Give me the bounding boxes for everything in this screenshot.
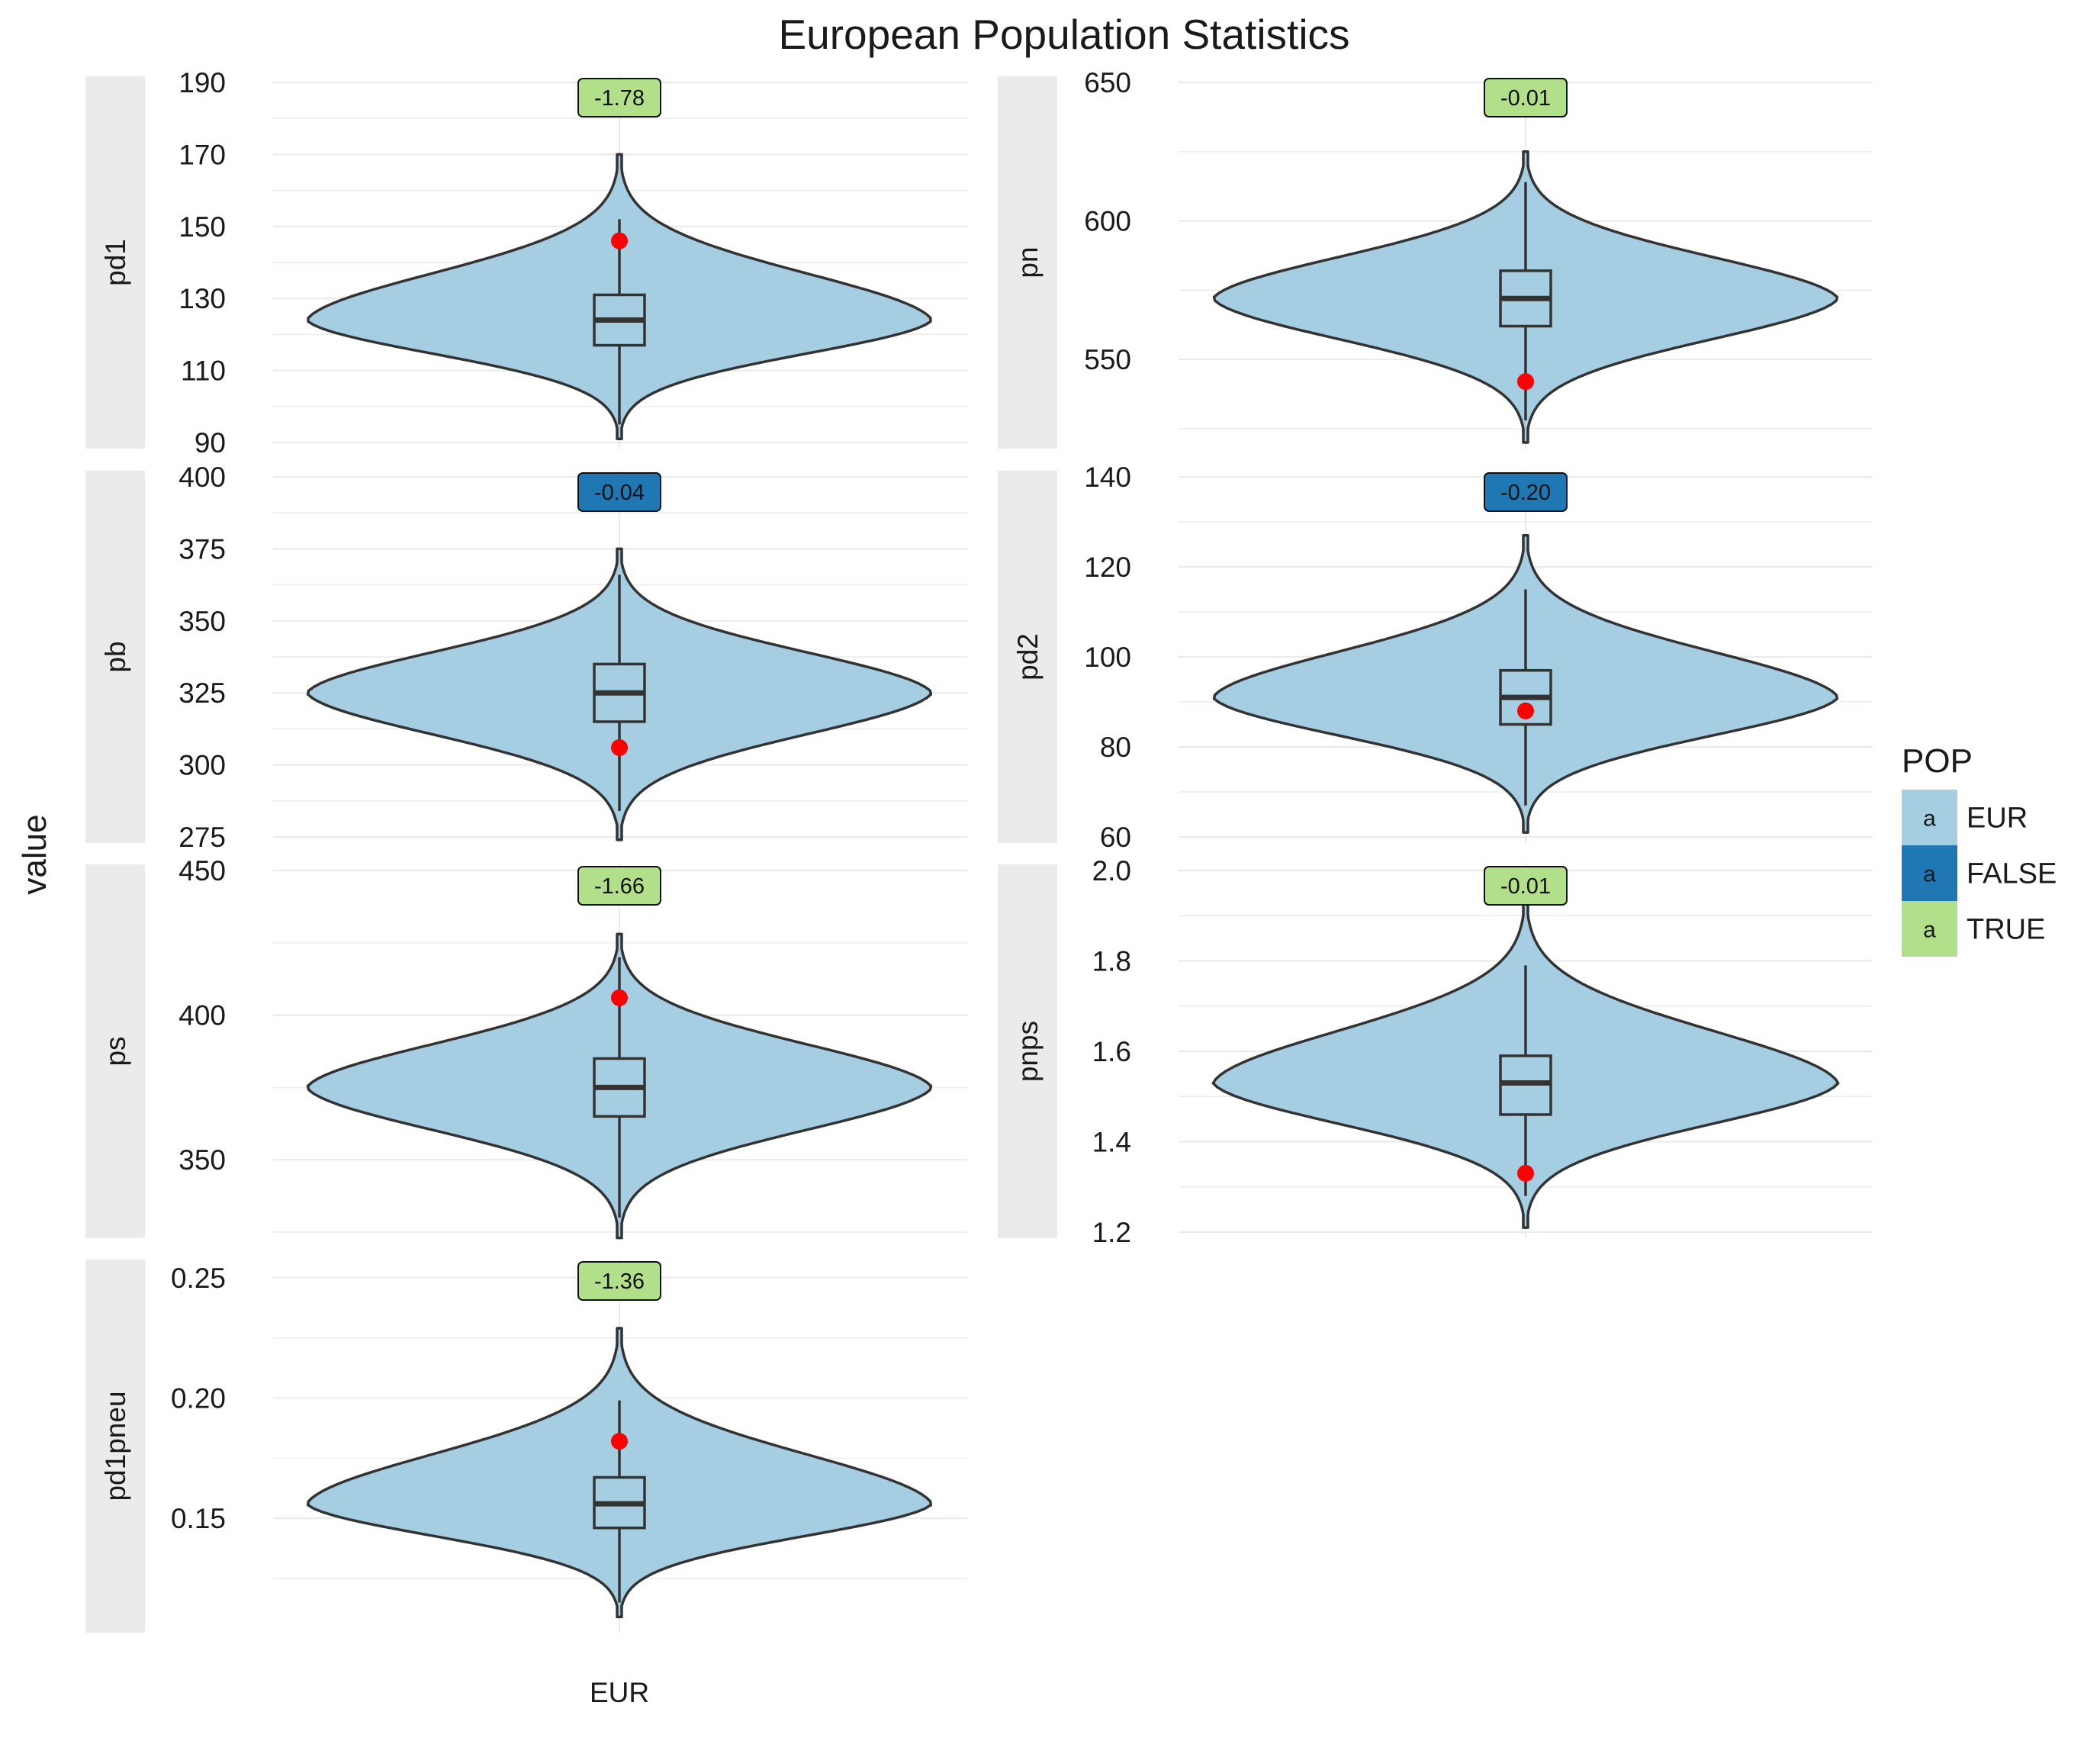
facet-strip-pd1 bbox=[85, 76, 145, 449]
badge-true bbox=[577, 1261, 661, 1301]
highlight-point bbox=[1517, 1164, 1534, 1182]
y-tick-label: 350 bbox=[178, 606, 226, 637]
facet-strip-label: pd1pneu bbox=[100, 1391, 131, 1501]
facet-panel-pd2: pd2 60 80 100 120 140 -0.20 bbox=[998, 462, 1873, 853]
facet-strip-pn bbox=[998, 76, 1057, 449]
y-tick-label: 350 bbox=[178, 1144, 226, 1176]
facet-strip-label: ps bbox=[100, 1036, 131, 1066]
facet-strip-label: pn bbox=[1012, 246, 1044, 278]
y-tick-label: 275 bbox=[178, 822, 226, 853]
facet-strip-pnps bbox=[998, 864, 1057, 1238]
facet-panel-pn: pn 550 600 650 -0.01 bbox=[998, 67, 1873, 449]
y-tick-label: 375 bbox=[178, 533, 226, 565]
y-tick-label: 400 bbox=[178, 1000, 226, 1031]
y-tick-label: 2.0 bbox=[1092, 855, 1131, 887]
y-tick-label: 110 bbox=[181, 356, 226, 387]
y-tick-label: 80 bbox=[1100, 732, 1131, 763]
y-tick-label: 1.8 bbox=[1092, 946, 1131, 977]
y-tick-label: 0.15 bbox=[171, 1503, 226, 1534]
legend-key-false bbox=[1902, 845, 1957, 901]
legend-key-glyph: a bbox=[1923, 806, 1936, 832]
y-tick-label: 170 bbox=[178, 139, 226, 170]
y-tick-label: 130 bbox=[178, 283, 226, 314]
legend-key-glyph: a bbox=[1923, 862, 1936, 887]
legend-key-glyph: a bbox=[1923, 918, 1936, 943]
facet-strip-label: pd2 bbox=[1012, 633, 1044, 681]
y-tick-label: 120 bbox=[1084, 552, 1131, 583]
y-axis-label: value bbox=[16, 814, 53, 894]
badge-label: -0.01 bbox=[1500, 86, 1551, 111]
legend-key-eur bbox=[1902, 790, 1957, 845]
y-tick-label: 100 bbox=[1084, 642, 1131, 673]
highlight-point bbox=[611, 989, 628, 1006]
y-tick-label: 1.2 bbox=[1092, 1217, 1131, 1248]
facets-layer: pd1 90 110 130 150 170 190 -1.78 pn 550 600 650 -0.0… bbox=[85, 67, 1873, 1633]
legend-item-label: TRUE bbox=[1967, 914, 2045, 946]
facet-panel-pd1: pd1 90 110 130 150 170 190 -1.78 bbox=[85, 67, 967, 459]
facet-strip-label: pb bbox=[100, 641, 131, 672]
badge-label: -0.20 bbox=[1500, 481, 1551, 505]
y-tick-label: 1.4 bbox=[1092, 1127, 1131, 1158]
badge-label: -1.36 bbox=[594, 1269, 645, 1294]
badge-label: -1.66 bbox=[594, 874, 645, 899]
facet-strip-pd1pneu bbox=[85, 1260, 145, 1633]
highlight-point bbox=[611, 739, 628, 756]
y-tick-label: 0.25 bbox=[171, 1263, 226, 1294]
y-tick-label: 325 bbox=[178, 677, 226, 709]
y-tick-label: 1.6 bbox=[1092, 1036, 1131, 1067]
y-tick-label: 650 bbox=[1084, 67, 1131, 98]
facet-panel-pb: pb 275 300 325 350 375 400 -0.04 bbox=[85, 462, 967, 853]
highlight-point bbox=[1517, 702, 1534, 719]
highlight-point bbox=[611, 232, 628, 249]
y-tick-label: 90 bbox=[195, 427, 226, 459]
legend-item-label: FALSE bbox=[1967, 858, 2057, 890]
facet-panel-ps: ps 350 400 450 -1.66 bbox=[85, 855, 967, 1240]
x-tick-label: EUR bbox=[590, 1677, 649, 1708]
x-axis: EUR bbox=[590, 1677, 649, 1708]
y-tick-label: 400 bbox=[178, 462, 226, 493]
facet-strip-pd2 bbox=[998, 471, 1057, 843]
legend: POP a EUR a FALSE a TRUE bbox=[1902, 742, 2057, 957]
y-tick-label: 450 bbox=[178, 855, 226, 887]
y-tick-label: 600 bbox=[1084, 206, 1131, 237]
facet-panel-pnps: pnps 1.2 1.4 1.6 1.8 2.0 -0.01 bbox=[998, 855, 1873, 1248]
chart-title: European Population Statistics bbox=[778, 11, 1349, 58]
badge-true bbox=[1484, 78, 1568, 117]
y-tick-label: 300 bbox=[178, 750, 226, 781]
badge-false bbox=[577, 472, 661, 512]
y-tick-label: 550 bbox=[1084, 344, 1131, 375]
highlight-point bbox=[1517, 373, 1534, 391]
facet-strip-ps bbox=[85, 864, 145, 1238]
badge-true bbox=[577, 866, 661, 906]
y-tick-label: 0.20 bbox=[171, 1382, 226, 1414]
badge-label: -1.78 bbox=[594, 86, 645, 111]
legend-title: POP bbox=[1902, 742, 1973, 780]
legend-key-true bbox=[1902, 901, 1957, 957]
badge-true bbox=[1484, 866, 1568, 906]
badge-label: -0.04 bbox=[594, 481, 645, 505]
facet-panel-pd1pneu: pd1pneu 0.15 0.20 0.25 -1.36 bbox=[85, 1260, 967, 1633]
legend-item-label: EUR bbox=[1967, 803, 2028, 835]
y-tick-label: 60 bbox=[1100, 822, 1131, 853]
badge-label: -0.01 bbox=[1500, 874, 1551, 899]
y-tick-label: 140 bbox=[1084, 462, 1131, 493]
facet-strip-label: pd1 bbox=[100, 239, 131, 286]
badge-false bbox=[1484, 472, 1568, 512]
badge-true bbox=[577, 78, 661, 117]
facet-strip-label: pnps bbox=[1012, 1021, 1044, 1082]
y-tick-label: 190 bbox=[178, 67, 226, 98]
highlight-point bbox=[611, 1433, 628, 1450]
y-tick-label: 150 bbox=[178, 211, 226, 243]
facet-strip-pb bbox=[85, 471, 145, 843]
